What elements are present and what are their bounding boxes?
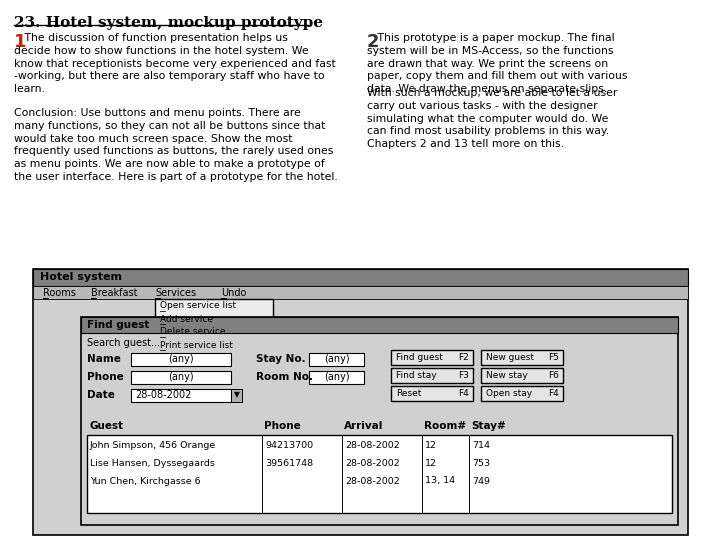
Text: Open stay: Open stay	[486, 388, 532, 397]
Text: Yun Chen, Kirchgasse 6: Yun Chen, Kirchgasse 6	[90, 476, 201, 485]
Text: Stay#: Stay#	[471, 421, 505, 431]
Text: Add service: Add service	[160, 314, 213, 323]
Text: F2: F2	[458, 353, 469, 361]
Text: Services: Services	[155, 287, 196, 298]
Text: Conclusion: Use buttons and menu points. There are
many functions, so they can n: Conclusion: Use buttons and menu points.…	[14, 108, 338, 182]
Bar	[131, 388, 231, 402]
Text: Rooms: Rooms	[43, 287, 76, 298]
Text: 12: 12	[425, 441, 437, 449]
Bar	[131, 353, 231, 366]
Bar	[481, 349, 563, 364]
Text: F5: F5	[548, 353, 559, 361]
Bar	[481, 368, 563, 382]
Text: Stay No.: Stay No.	[256, 354, 305, 364]
Bar	[81, 317, 678, 525]
Text: Arrival: Arrival	[344, 421, 383, 431]
Text: Date: Date	[87, 390, 115, 400]
Text: Open service list: Open service list	[160, 301, 236, 310]
Text: 28-08-2002: 28-08-2002	[345, 441, 400, 449]
Text: 749: 749	[472, 476, 490, 485]
Bar	[33, 269, 688, 286]
Text: (any): (any)	[324, 372, 349, 382]
Bar	[309, 370, 364, 383]
Text: (any): (any)	[324, 354, 349, 364]
Text: 94213700: 94213700	[265, 441, 313, 449]
Bar	[87, 435, 672, 513]
Text: Name: Name	[87, 354, 121, 364]
Bar	[81, 317, 678, 333]
Text: 13, 14: 13, 14	[425, 476, 455, 485]
Text: Breakfast: Breakfast	[91, 287, 138, 298]
Text: With such a mockup, we are able to let a user
carry out various tasks - with the: With such a mockup, we are able to let a…	[367, 88, 617, 149]
Text: F6: F6	[548, 370, 559, 380]
Bar	[481, 386, 563, 401]
Bar	[131, 370, 231, 383]
Text: 39561748: 39561748	[265, 458, 313, 468]
Text: 753: 753	[472, 458, 490, 468]
Text: Lise Hansen, Dyssegaards: Lise Hansen, Dyssegaards	[90, 458, 215, 468]
Text: Find guest: Find guest	[87, 320, 149, 330]
Text: This prototype is a paper mockup. The final
system will be in MS-Access, so the : This prototype is a paper mockup. The fi…	[367, 33, 628, 94]
Bar	[155, 299, 273, 352]
Text: New guest: New guest	[486, 353, 534, 361]
Text: F4: F4	[548, 388, 559, 397]
Bar	[309, 353, 364, 366]
Text: Phone: Phone	[264, 421, 301, 431]
Text: 714: 714	[472, 441, 490, 449]
Text: F3: F3	[458, 370, 469, 380]
Bar	[391, 386, 473, 401]
Text: 28-08-2002: 28-08-2002	[345, 458, 400, 468]
Bar	[391, 349, 473, 364]
Bar	[231, 388, 242, 402]
Text: (any): (any)	[168, 372, 194, 382]
Text: Room#: Room#	[424, 421, 466, 431]
Text: 12: 12	[425, 458, 437, 468]
Bar	[391, 368, 473, 382]
Text: Room No.: Room No.	[256, 372, 313, 382]
Text: F4: F4	[458, 388, 469, 397]
Text: Undo: Undo	[221, 287, 246, 298]
Bar	[33, 269, 688, 535]
Text: Phone: Phone	[87, 372, 124, 382]
Text: 28-08-2002: 28-08-2002	[345, 476, 400, 485]
Text: Print service list: Print service list	[160, 341, 233, 349]
Text: Reset: Reset	[396, 388, 421, 397]
Text: 1: 1	[14, 33, 27, 51]
Text: Delete service: Delete service	[160, 327, 225, 336]
Text: 23. Hotel system, mockup prototype: 23. Hotel system, mockup prototype	[14, 16, 323, 30]
Text: 2: 2	[367, 33, 379, 51]
Text: The discussion of function presentation helps us
decide how to show functions in: The discussion of function presentation …	[14, 33, 336, 94]
Text: Find stay: Find stay	[396, 370, 436, 380]
Text: John Simpson, 456 Orange: John Simpson, 456 Orange	[90, 441, 216, 449]
Text: ▼: ▼	[233, 390, 240, 400]
Text: Hotel system: Hotel system	[40, 273, 122, 282]
Text: 28-08-2002: 28-08-2002	[135, 390, 192, 400]
Text: Find guest: Find guest	[396, 353, 443, 361]
Bar	[33, 286, 688, 299]
Text: New stay: New stay	[486, 370, 528, 380]
Text: Guest: Guest	[89, 421, 123, 431]
Text: Search guest...: Search guest...	[87, 338, 160, 348]
Text: (any): (any)	[168, 354, 194, 364]
